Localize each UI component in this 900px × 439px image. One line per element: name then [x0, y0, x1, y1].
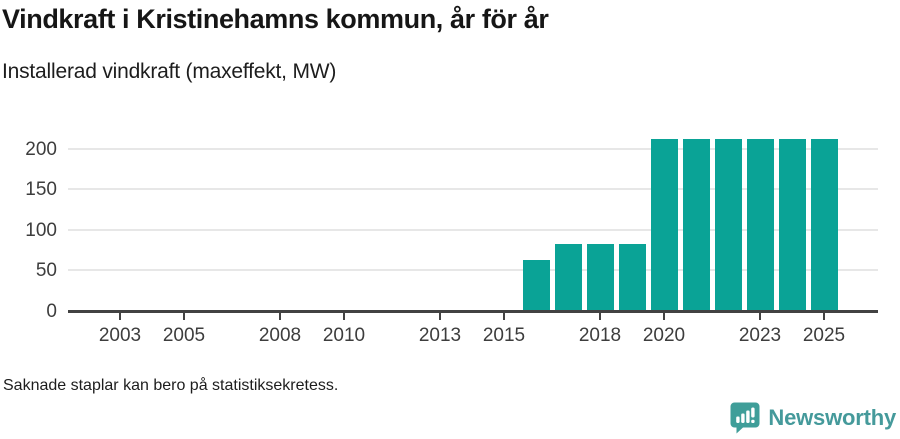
- y-tick-label-200: 200: [25, 138, 57, 160]
- newsworthy-logo-text: Newsworthy: [768, 404, 896, 430]
- x-tick-2005: [183, 313, 185, 320]
- gridline-50: [68, 269, 878, 272]
- x-tick-label-2025: 2025: [802, 325, 846, 346]
- bar-2019: [618, 244, 646, 311]
- x-tick-label-2015: 2015: [482, 325, 526, 346]
- y-tick-label-100: 100: [25, 219, 57, 241]
- bar-2024: [778, 138, 806, 311]
- y-tick-label-150: 150: [25, 179, 57, 201]
- footer-note: Saknade staplar kan bero på statistiksek…: [3, 377, 339, 394]
- x-axis-line: [68, 310, 878, 313]
- bar-2020: [650, 138, 678, 311]
- gridline-200: [68, 147, 878, 150]
- x-tick-label-2013: 2013: [418, 325, 462, 346]
- gridline-100: [68, 228, 878, 231]
- x-tick-2025: [823, 313, 825, 320]
- bar-2016: [522, 259, 550, 311]
- x-tick-label-2023: 2023: [738, 325, 782, 346]
- bar-2021: [682, 138, 710, 311]
- chart-title: Vindkraft i Kristinehamns kommun, år för…: [2, 4, 549, 34]
- bar-2023: [746, 138, 774, 311]
- chart-subtitle: Installerad vindkraft (maxeffekt, MW): [2, 60, 337, 83]
- x-tick-2020: [663, 313, 665, 320]
- x-tick-2023: [759, 313, 761, 320]
- x-tick-label-2020: 2020: [642, 325, 686, 346]
- x-tick-2018: [599, 313, 601, 320]
- y-tick-label-50: 50: [35, 260, 57, 282]
- x-tick-label-2010: 2010: [322, 325, 366, 346]
- newsworthy-chart-bubble-icon: [729, 401, 761, 434]
- x-tick-2013: [439, 313, 441, 320]
- x-tick-2010: [343, 313, 345, 320]
- x-tick-2008: [279, 313, 281, 320]
- gridline-150: [68, 188, 878, 191]
- x-tick-label-2003: 2003: [98, 325, 142, 346]
- bar-2018: [586, 244, 614, 311]
- bar-2022: [714, 138, 742, 311]
- newsworthy-logo[interactable]: Newsworthy: [729, 401, 896, 434]
- x-tick-label-2008: 2008: [258, 325, 302, 346]
- x-tick-label-2005: 2005: [162, 325, 206, 346]
- x-tick-label-2018: 2018: [578, 325, 622, 346]
- bar-2025: [810, 138, 838, 311]
- y-tick-label-0: 0: [46, 301, 57, 322]
- x-tick-2015: [503, 313, 505, 320]
- bar-2017: [554, 244, 582, 311]
- x-tick-2003: [119, 313, 121, 320]
